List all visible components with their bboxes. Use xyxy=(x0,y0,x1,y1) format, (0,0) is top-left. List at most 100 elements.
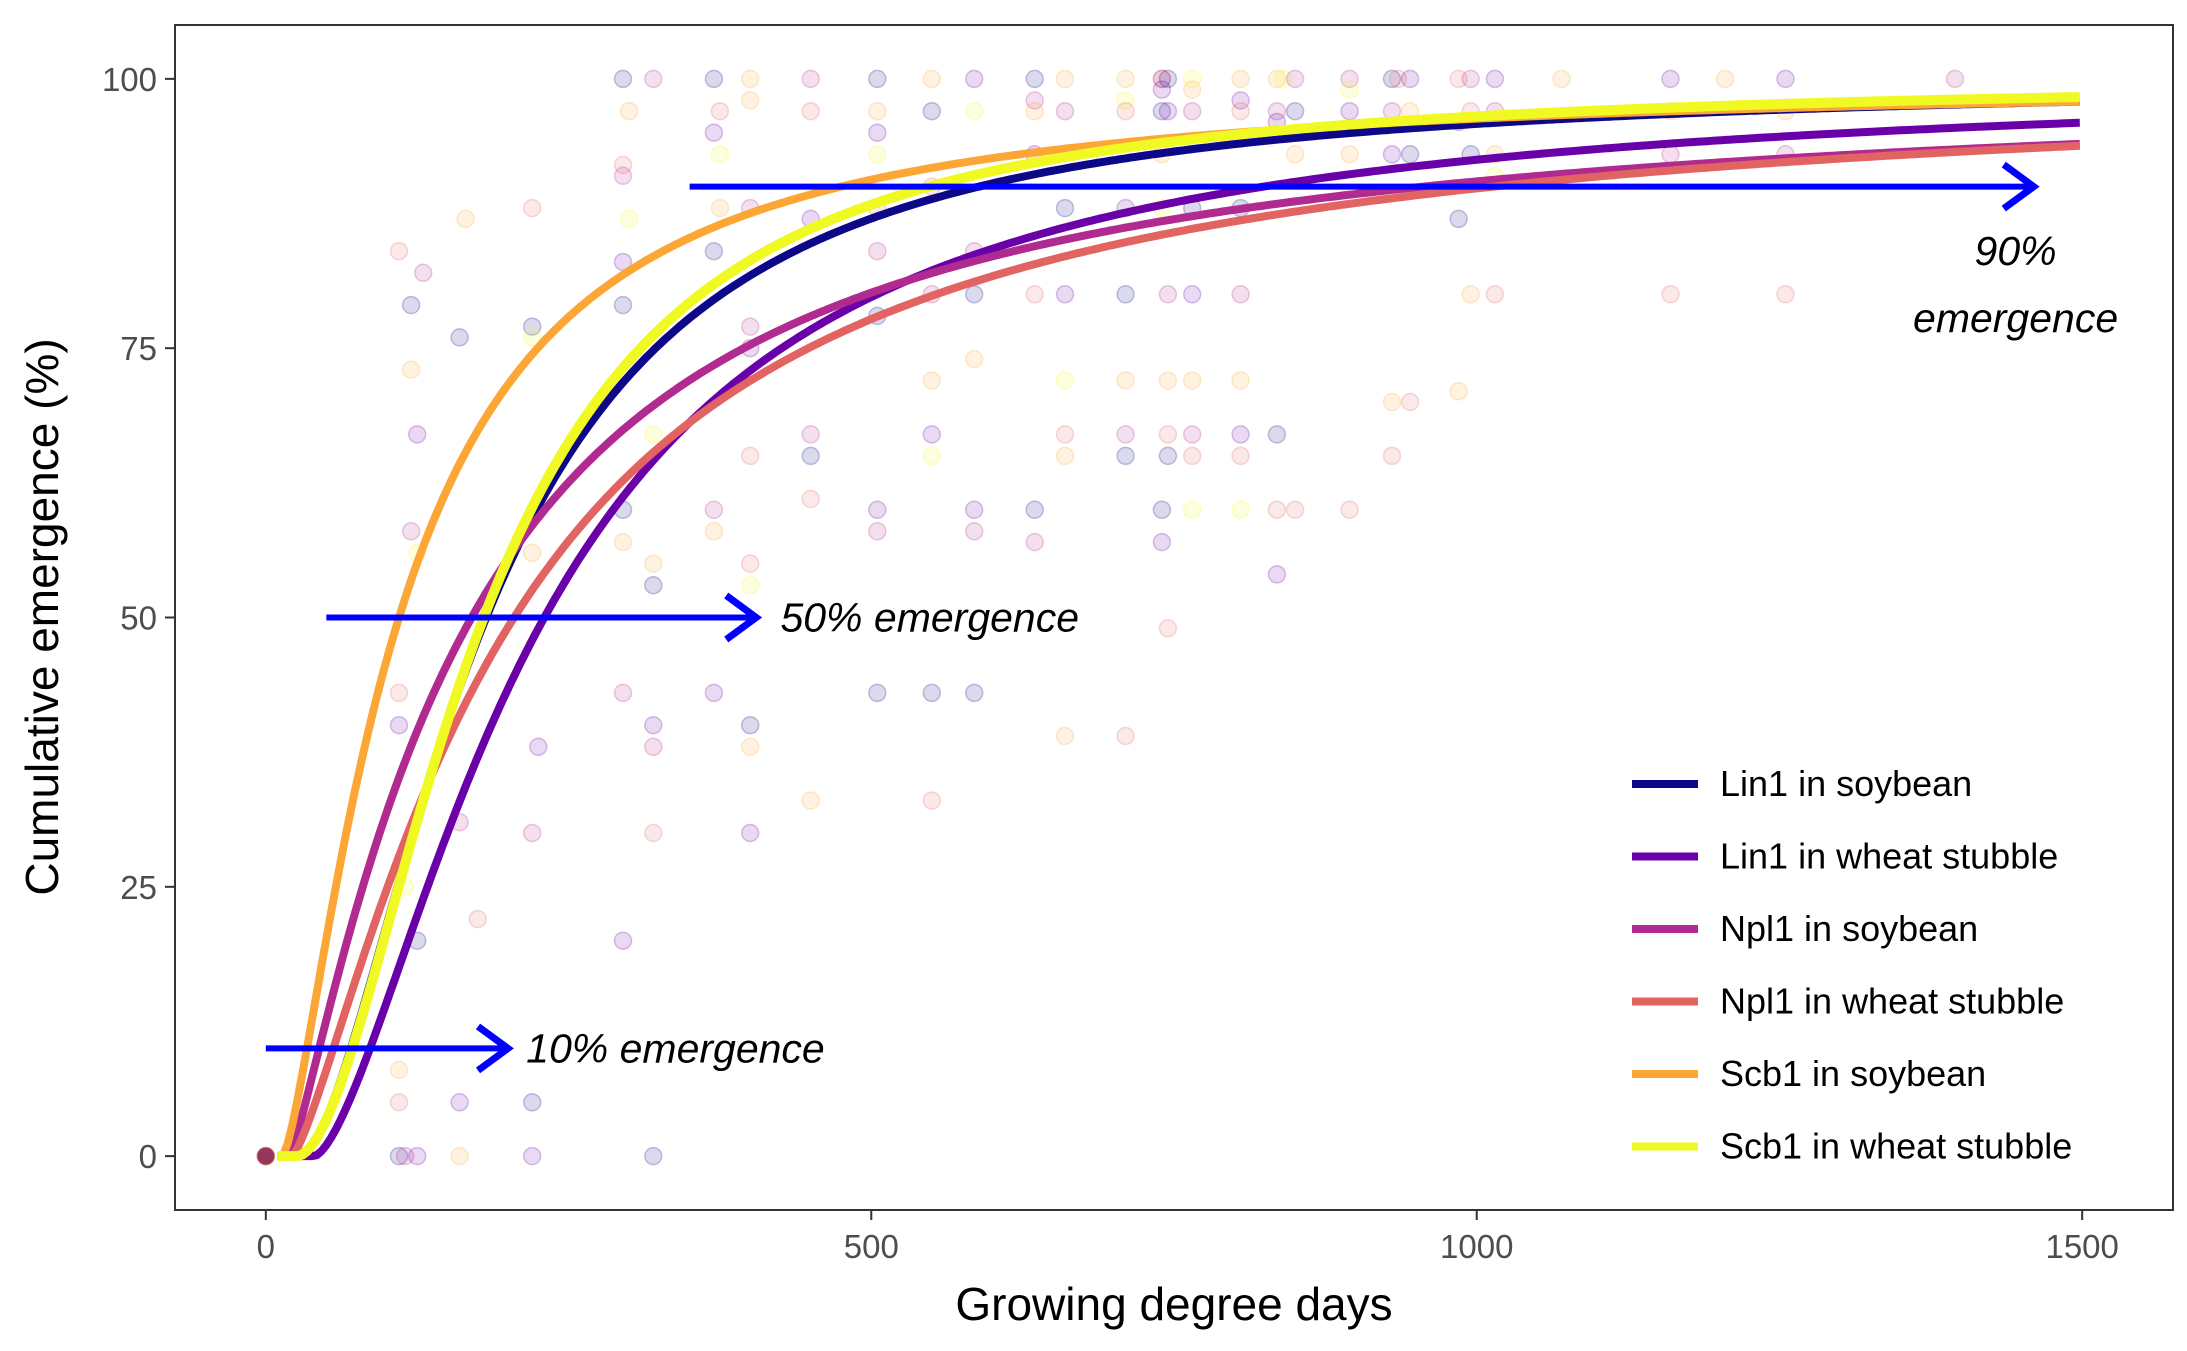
y-tick-label-100: 100 xyxy=(102,61,157,98)
observation-point-11 xyxy=(644,1146,663,1166)
observation-point-184 xyxy=(1382,145,1402,164)
observation-point-54 xyxy=(644,737,663,757)
observation-point-58 xyxy=(704,522,724,541)
observation-point-92 xyxy=(922,69,942,89)
observation-point-180 xyxy=(1340,500,1359,520)
observation-point-33 xyxy=(522,543,542,563)
observation-point-47 xyxy=(619,209,639,229)
observation-point-155 xyxy=(1182,371,1202,390)
observation-point-190 xyxy=(1400,145,1420,164)
legend: Lin1 in soybean Lin1 in wheat stubble Npl1… xyxy=(1632,763,2072,1167)
observation-point-159 xyxy=(1231,101,1250,121)
observation-point-215 xyxy=(1945,69,1965,89)
legend-label-4: Scb1 in soybean xyxy=(1720,1053,1986,1094)
observation-point-144 xyxy=(1158,425,1178,444)
observation-point-74 xyxy=(740,91,760,110)
observation-point-22 xyxy=(407,425,427,444)
observation-point-105 xyxy=(964,500,984,520)
observation-point-51 xyxy=(644,823,663,843)
observation-point-origin xyxy=(257,1147,275,1165)
observation-point-34 xyxy=(522,823,542,843)
observation-point-121 xyxy=(1055,446,1075,466)
observation-point-115 xyxy=(1025,532,1044,552)
observation-point-132 xyxy=(1116,726,1135,746)
observation-point-141 xyxy=(1158,69,1178,89)
fitted-curves xyxy=(277,92,2080,1162)
observation-point-172 xyxy=(1273,69,1293,89)
y-axis-title: Cumulative emergence (%) xyxy=(16,338,68,895)
observation-point-7 xyxy=(395,1146,415,1166)
x-tick-label-1500: 1500 xyxy=(2045,1228,2118,1265)
observation-point-173 xyxy=(1285,69,1305,89)
observation-point-108 xyxy=(964,349,984,369)
observation-point-124 xyxy=(1116,69,1135,89)
y-tick-label-50: 50 xyxy=(120,600,157,637)
observation-point-50 xyxy=(644,575,663,595)
observation-point-19 xyxy=(413,263,433,283)
observation-point-118 xyxy=(1055,198,1075,218)
observation-point-199 xyxy=(1461,285,1480,304)
observation-point-135 xyxy=(1152,80,1172,99)
observation-point-142 xyxy=(1158,101,1178,121)
observation-point-43 xyxy=(613,683,633,703)
observation-point-188 xyxy=(1400,69,1420,89)
observation-point-64 xyxy=(740,69,760,89)
observation-point-179 xyxy=(1340,145,1359,164)
observation-point-128 xyxy=(1116,285,1135,304)
observation-point-126 xyxy=(1116,101,1135,121)
observation-point-13 xyxy=(389,1093,409,1112)
observation-point-76 xyxy=(801,101,820,121)
annotation-text-2-0: 90% xyxy=(1975,228,2057,274)
observation-point-30 xyxy=(522,317,542,336)
legend-label-2: Npl1 in soybean xyxy=(1720,908,1978,949)
y-tick-label-25: 25 xyxy=(120,869,157,906)
curve-npl1-in-wheat-stubble xyxy=(277,141,2080,1161)
observation-point-101 xyxy=(964,69,984,89)
observation-point-75 xyxy=(801,69,820,89)
observation-point-32 xyxy=(529,737,548,757)
annotations: 10% emergence 50% emergence 90% emergence xyxy=(265,161,2118,1074)
observation-point-97 xyxy=(922,446,942,466)
observation-point-44 xyxy=(613,931,633,950)
observation-point-84 xyxy=(868,123,887,142)
observation-point-203 xyxy=(1485,285,1505,304)
observation-point-100 xyxy=(922,683,942,703)
observation-point-195 xyxy=(1449,382,1468,401)
observation-point-125 xyxy=(1116,91,1135,110)
observation-point-174 xyxy=(1285,101,1305,121)
observation-point-21 xyxy=(389,241,409,261)
observation-point-61 xyxy=(710,198,730,218)
observation-point-59 xyxy=(704,683,724,703)
observation-point-106 xyxy=(964,522,984,541)
observation-point-162 xyxy=(1231,425,1250,444)
observation-point-46 xyxy=(619,101,639,121)
observation-point-10 xyxy=(522,1146,542,1166)
observation-point-35 xyxy=(522,1093,542,1112)
observation-point-36 xyxy=(450,1093,469,1112)
observation-point-178 xyxy=(1340,101,1359,121)
observation-point-158 xyxy=(1231,91,1250,110)
observation-point-26 xyxy=(456,209,475,229)
annotation-text-1: 50% emergence xyxy=(780,595,1079,641)
observation-point-130 xyxy=(1116,446,1135,466)
observation-point-210 xyxy=(1715,69,1735,89)
observation-point-114 xyxy=(1025,500,1044,520)
observation-point-49 xyxy=(644,715,663,735)
observation-point-153 xyxy=(1182,425,1202,444)
observation-point-171 xyxy=(1267,500,1287,520)
observation-point-154 xyxy=(1182,446,1202,466)
observation-point-60 xyxy=(704,69,724,89)
observation-point-196 xyxy=(1461,69,1480,89)
observation-point-65 xyxy=(740,317,760,336)
observation-point-82 xyxy=(868,69,887,89)
x-tick-label-500: 500 xyxy=(844,1228,899,1265)
observation-point-165 xyxy=(1231,500,1250,520)
observation-point-192 xyxy=(1449,69,1468,89)
observation-point-147 xyxy=(1158,619,1178,638)
y-tick-label-0: 0 xyxy=(139,1138,157,1175)
observation-point-57 xyxy=(704,500,724,520)
observation-point-131 xyxy=(1116,371,1135,390)
observation-point-109 xyxy=(1025,69,1044,89)
observation-point-62 xyxy=(710,101,730,121)
